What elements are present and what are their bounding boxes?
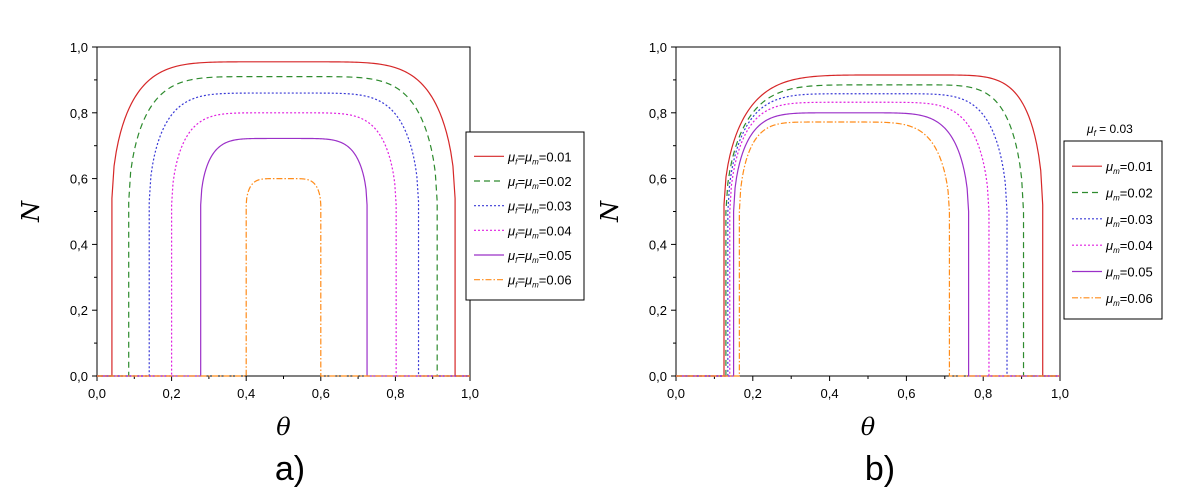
y-tick-label: 0,4	[70, 237, 88, 252]
legend: μf=μm=0.01 μf=μm=0.02 μf=μm=0.03 μf=μm=0.04…	[465, 131, 585, 301]
legend-entry: μm=0.01	[1105, 159, 1153, 176]
series-line	[676, 101, 1060, 377]
y-axis-label: N	[596, 200, 624, 223]
series-line	[676, 112, 1060, 377]
series-line	[97, 112, 470, 377]
x-tick-label: 0,2	[163, 386, 181, 401]
y-tick-label: 0,6	[649, 172, 667, 187]
legend-title: μf = 0.03	[1086, 122, 1133, 138]
x-tick-label: 0,6	[312, 386, 330, 401]
x-tick-label: 0,6	[897, 386, 915, 401]
x-tick-label: 0,4	[237, 386, 255, 401]
x-axis-label: θ	[276, 413, 291, 441]
series-line	[97, 92, 470, 377]
legend-box	[465, 131, 585, 301]
legend-entry: μm=0.02	[1105, 186, 1153, 203]
series-line	[676, 84, 1060, 377]
x-tick-label: 0,0	[667, 386, 685, 401]
x-tick-label: 0,2	[744, 386, 762, 401]
panel-label: b)	[865, 450, 895, 488]
x-tick-label: 0,8	[386, 386, 404, 401]
legend-entry: μf=μm=0.02	[507, 174, 572, 191]
y-tick-label: 0,8	[649, 106, 667, 121]
y-tick-label: 1,0	[649, 40, 667, 55]
series-line	[97, 61, 470, 377]
legend-entry: μf=μm=0.01	[507, 149, 572, 166]
legend: μf = 0.03 μm=0.01 μm=0.02 μm=0.03 μm=0.04 μm=…	[1063, 122, 1163, 320]
x-tick-label: 1,0	[1051, 386, 1069, 401]
series-line	[676, 93, 1060, 377]
series-line	[97, 178, 470, 377]
y-tick-label: 0,6	[70, 172, 88, 187]
series-line	[676, 121, 1060, 377]
series-line	[97, 137, 470, 377]
x-tick-label: 1,0	[461, 386, 479, 401]
y-axis-label: N	[17, 200, 45, 223]
y-tick-label: 0,2	[649, 303, 667, 318]
chart-panel-b: 0,0 0,2 0,4 0,6 0,8 1,0 0,0 0,2 0,4 0,6 0,8 1,0 θ Nb)…	[596, 40, 1163, 488]
legend-entry: μm=0.06	[1105, 291, 1153, 308]
y-tick-label: 0,4	[649, 237, 667, 252]
y-tick-label: 1,0	[70, 40, 88, 55]
y-tick-label: 0,2	[70, 303, 88, 318]
x-tick-label: 0,8	[974, 386, 992, 401]
y-tick-label: 0,0	[649, 369, 667, 384]
panel-label: a)	[275, 450, 305, 488]
legend-box	[1063, 140, 1163, 320]
legend-entry: μf=μm=0.04	[507, 223, 572, 240]
legend-entry: μm=0.04	[1105, 238, 1153, 255]
series-line	[97, 76, 470, 377]
x-axis-label: θ	[861, 413, 876, 441]
plot-frame	[96, 46, 471, 377]
legend-entry: μm=0.03	[1105, 212, 1153, 229]
legend-entry: μf=μm=0.05	[507, 248, 572, 265]
chart-panel-a: 0,0 0,2 0,4 0,6 0,8 1,0 0,0 0,2 0,4 0,6 0,8 1,0 θ Na)…	[17, 40, 585, 488]
x-tick-label: 0,4	[821, 386, 839, 401]
legend-entry: μm=0.05	[1105, 265, 1153, 282]
x-tick-label: 0,0	[88, 386, 106, 401]
series-line	[676, 74, 1060, 377]
y-tick-label: 0,8	[70, 106, 88, 121]
legend-entry: μf=μm=0.03	[507, 199, 572, 216]
legend-entry: μf=μm=0.06	[507, 273, 572, 290]
y-tick-label: 0,0	[70, 369, 88, 384]
